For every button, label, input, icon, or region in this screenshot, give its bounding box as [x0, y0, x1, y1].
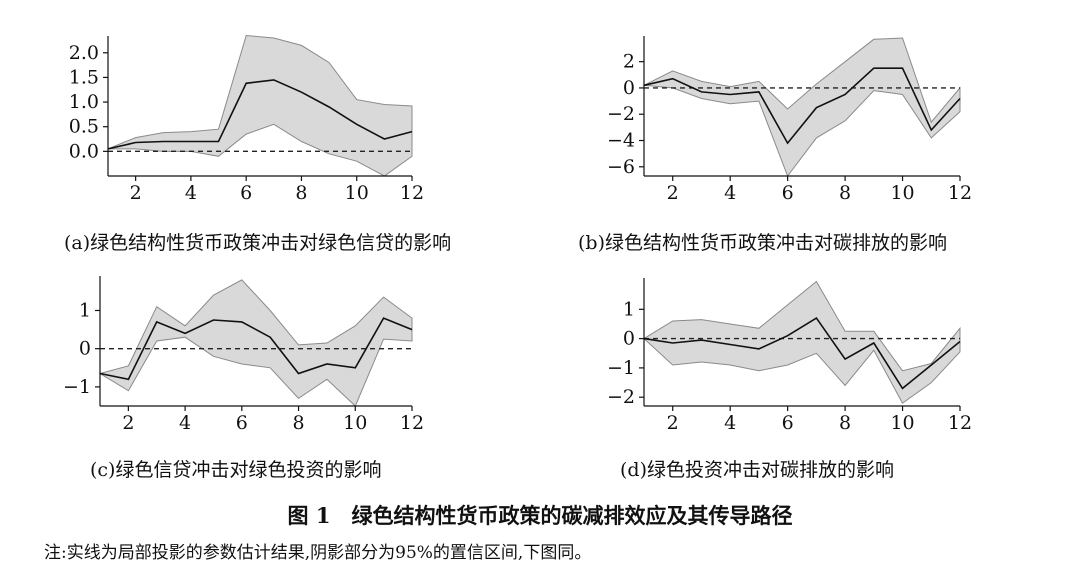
panel-d-caption: (d)绿色投资冲击对碳排放的影响: [620, 459, 894, 481]
x-tick-label-b-2: 2: [667, 182, 679, 204]
x-tick-label-c-4: 4: [179, 412, 191, 434]
confidence-band-d: [643, 280, 961, 404]
y-tick-label-b-2: −2: [607, 103, 635, 125]
x-tick-label-b-6: 6: [782, 182, 794, 204]
panel-d: 2 4 6 8 10 12 −2 −1 0 1: [607, 278, 972, 434]
x-tick-label-c-6: 6: [236, 412, 248, 434]
estimate-line-a: [107, 79, 413, 150]
estimate-line-c: [99, 317, 413, 381]
confidence-band-a: [107, 34, 413, 177]
y-tick-label-a-2: 1.0: [69, 91, 99, 113]
estimate-line-b: [643, 67, 961, 145]
panel-b: 2 4 6 8 10 12 −6 −4 −2 0 2: [607, 36, 972, 204]
y-tick-label-a-3: 1.5: [69, 66, 99, 88]
y-tick-label-a-1: 0.5: [69, 116, 99, 138]
x-tick-label-d-2: 2: [667, 412, 679, 434]
x-tick-label-a-10: 10: [345, 182, 369, 204]
x-tick-label-b-12: 12: [948, 182, 972, 204]
panel-c-caption: (c)绿色信贷冲击对绿色投资的影响: [90, 459, 382, 481]
panel-a: 2 4 6 8 10 12 0.00.5 1.0 1.52.0: [69, 34, 424, 204]
x-tick-label-a-12: 12: [400, 182, 424, 204]
y-tick-label-b-0: −6: [607, 156, 635, 178]
x-tick-label-c-10: 10: [343, 412, 367, 434]
x-tick-label-c-2: 2: [122, 412, 134, 434]
x-tick-label-a-2: 2: [130, 182, 142, 204]
y-tick-label-b-4: 2: [623, 51, 635, 73]
x-tick-label-d-12: 12: [948, 412, 972, 434]
x-tick-label-d-8: 8: [839, 412, 851, 434]
y-tick-label-b-3: 0: [623, 77, 635, 99]
x-tick-label-c-8: 8: [292, 412, 304, 434]
x-tick-label-a-6: 6: [240, 182, 252, 204]
y-tick-label-c-2: 1: [79, 299, 91, 321]
y-tick-label-c-1: 0: [79, 338, 91, 360]
x-tick-label-a-4: 4: [185, 182, 197, 204]
figure-title: 图 1 绿色结构性货币政策的碳减排效应及其传导路径: [287, 503, 793, 528]
panel-b-caption: (b)绿色结构性货币政策冲击对碳排放的影响: [578, 232, 947, 254]
y-tick-label-d-1: −1: [607, 357, 635, 379]
confidence-band-b: [642, 37, 961, 178]
x-tick-label-d-4: 4: [724, 412, 736, 434]
y-tick-label-c-0: −1: [63, 376, 91, 398]
y-tick-label-a-4: 2.0: [69, 42, 99, 64]
x-tick-label-d-10: 10: [890, 412, 914, 434]
estimate-line-d: [643, 317, 961, 390]
panel-c: 2 4 6 8 10 12 −1 0 1: [63, 276, 424, 434]
x-tick-label-c-12: 12: [400, 412, 424, 434]
y-tick-label-d-0: −2: [607, 386, 635, 408]
y-tick-label-b-1: −4: [607, 130, 635, 152]
y-tick-label-a-0: 0.0: [69, 140, 99, 162]
x-tick-label-a-8: 8: [295, 182, 307, 204]
irf-charts: 2 4 6 8 10 120.00.51.01.52.02 4 6 8 10 12−6−4−2022…: [63, 34, 972, 434]
x-tick-label-b-10: 10: [890, 182, 914, 204]
x-tick-label-b-4: 4: [724, 182, 736, 204]
panel-a-caption: (a)绿色结构性货币政策冲击对绿色信贷的影响: [64, 232, 452, 254]
x-tick-label-b-8: 8: [839, 182, 851, 204]
y-tick-label-d-3: 1: [623, 298, 635, 320]
y-tick-label-d-2: 0: [623, 328, 635, 350]
x-tick-label-d-6: 6: [782, 412, 794, 434]
figure-note: 注:实线为局部投影的参数估计结果,阴影部分为95%的置信区间,下图同。: [44, 543, 592, 563]
